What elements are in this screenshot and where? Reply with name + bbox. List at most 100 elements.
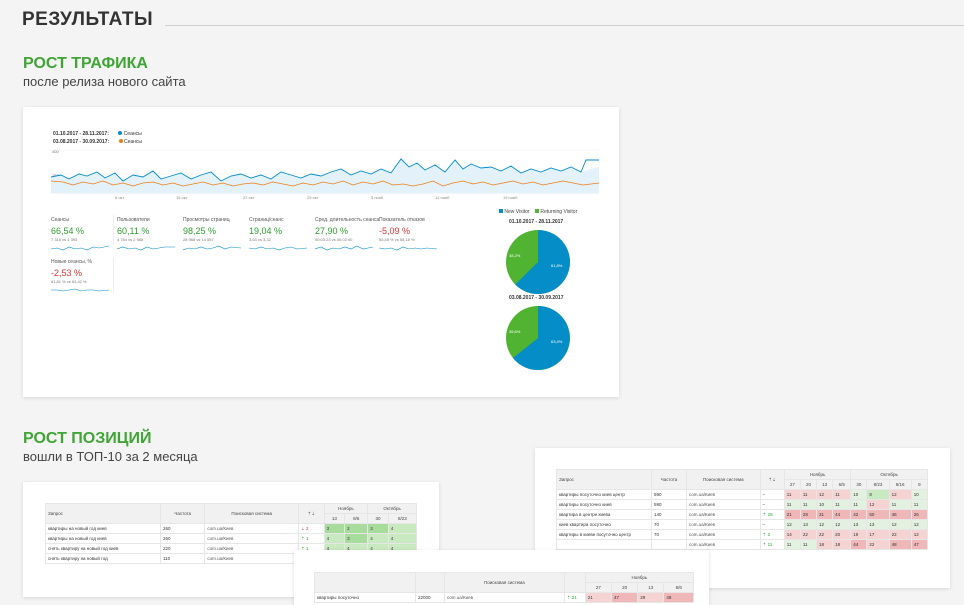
table-row[interactable]: com.ua/Киев ⇡ 11 11 11 18 18 44 22 48 47	[556, 539, 929, 550]
cell-pos: 12	[910, 529, 929, 540]
metric-sparkline	[249, 244, 307, 252]
col-day: 30	[850, 479, 868, 490]
series-label-a: Сеансы	[123, 131, 142, 137]
cell-pos: 13	[866, 519, 890, 530]
x-tick-label: 15 окт	[176, 195, 188, 200]
metric-label: Показатель отказов	[379, 217, 425, 223]
series-label-b: Сеансы	[123, 139, 142, 145]
col-freq[interactable]: Частота	[159, 503, 206, 524]
metric-users[interactable]: Пользователи 60,11 % 4 784 vs 2 988	[117, 217, 175, 252]
pie-b-title: 03.08.2017 - 30.09.2017	[509, 295, 564, 301]
col-system[interactable]: Поисковая система	[444, 572, 565, 593]
metric-sub: 61,81 % vs 63,42 %	[51, 279, 87, 284]
cell-pos: 12	[866, 499, 890, 510]
cell-delta: ⇡ 11	[759, 539, 785, 550]
cell-delta: ⇣ 2	[297, 523, 325, 534]
col-arrows[interactable]	[563, 572, 586, 593]
metric-label: Новые сеансы, %	[51, 259, 92, 265]
metric-sparkline	[117, 244, 175, 252]
cell-system: com.ua/Киев	[685, 519, 761, 530]
blue-dot-icon	[118, 131, 123, 135]
cell-query	[556, 539, 652, 550]
col-day: 27	[584, 582, 612, 593]
cell-pos: 4	[387, 533, 418, 544]
cell-pos: 10	[850, 489, 868, 500]
table-row[interactable]: квартиры посуточно киев центр 590 com.ua…	[556, 489, 929, 500]
metric-sessions[interactable]: Сеансы 66,54 % 7 316 vs 4 393	[51, 217, 109, 252]
cell-pos: 17	[866, 529, 890, 540]
cell-system: com.ua/Киев	[204, 553, 299, 564]
cell-query: снять квартиру на новый год	[45, 553, 161, 564]
cell-pos: 44	[850, 539, 868, 550]
cell-freq: 22000	[415, 592, 445, 603]
col-system[interactable]: Поисковая система	[204, 503, 299, 524]
table-row[interactable]: квартиры в киеве посуточно центр 70 com.…	[556, 529, 929, 540]
table-row[interactable]: квартиры посуточно киев 590 com.ua/Киев …	[556, 499, 929, 510]
cell-pos: 11	[850, 499, 868, 510]
table-row[interactable]: квартиры на новый год киев 260 com.ua/Ки…	[45, 533, 418, 544]
cell-pos: 18	[832, 539, 852, 550]
cell-pos: 4	[367, 533, 389, 544]
analytics-card: 01.10.2017 - 28.11.2017: Сеансы 03.08.20…	[23, 107, 619, 397]
col-freq[interactable]: Частота	[651, 469, 687, 490]
metric-new-sessions[interactable]: Новые сеансы, % -2,53 % 61,81 % vs 63,42…	[51, 259, 109, 294]
cell-pos: 50	[866, 509, 890, 520]
cell-pos: 11	[799, 539, 818, 550]
metric-pageviews[interactable]: Просмотры страниц 98,25 % 28 968 vs 14 5…	[183, 217, 241, 252]
metric-label: Сеансы	[51, 217, 70, 223]
pie-chart-b: 63,4% 36,6%	[506, 306, 570, 370]
cell-pos: 31	[816, 509, 834, 520]
col-system[interactable]: Поисковая система	[685, 469, 761, 490]
cell-pos: 46	[888, 509, 912, 520]
cell-pos: 11	[832, 499, 852, 510]
cell-pos: 13	[799, 519, 818, 530]
table-row[interactable]: квартира в центре киева 140 com.ua/Киев …	[556, 509, 929, 520]
metric-sub: 00:03:23 vs 00:02:40	[315, 237, 353, 242]
cell-pos: 3	[323, 523, 346, 534]
metric-avg-duration[interactable]: Сред. длительность сеанса 27,90 % 00:03:…	[315, 217, 379, 252]
table-row[interactable]: киев квартира посуточно 70 com.ua/Киев –…	[556, 519, 929, 530]
col-query[interactable]: Запрос	[556, 469, 652, 490]
cell-delta: –	[759, 499, 785, 510]
col-month-oct: Октябрь	[367, 503, 417, 514]
cell-pos: 11	[799, 489, 818, 500]
cell-system: com.ua/Киев	[685, 509, 761, 520]
cell-system: com.ua/Киев	[444, 592, 565, 603]
pie-chart-a: 61,8% 38,2%	[506, 230, 570, 294]
metric-sparkline	[315, 244, 373, 252]
metric-bounce-rate[interactable]: Показатель отказов -5,09 % 55,45 % vs 58…	[379, 217, 437, 252]
series-a-line	[51, 158, 599, 182]
metric-pages-per-session[interactable]: Страниц/сеанс 19,04 % 3,63 vs 3,32	[249, 217, 307, 252]
col-day: 13	[637, 582, 665, 593]
cell-pos: 8	[866, 489, 890, 500]
x-tick-label: 8 окт	[115, 195, 125, 200]
metric-value: 27,90 %	[315, 226, 349, 236]
cell-pos: 22	[866, 539, 890, 550]
col-freq[interactable]	[415, 572, 445, 593]
cell-freq: 140	[651, 509, 687, 520]
cell-query: квартиры на новый год киев	[45, 523, 161, 534]
table-row[interactable]: квартиры посуточно 22000 com.ua/Киев ⇡ 2…	[314, 592, 694, 603]
y-tick-label: 400	[52, 149, 59, 154]
cell-pos: 21	[584, 592, 612, 603]
cell-system: com.ua/Киев	[204, 543, 299, 554]
positions-section-title: РОСТ ПОЗИЦИЙ	[23, 430, 152, 447]
cell-pos: 19	[850, 529, 868, 540]
metric-label: Пользователи	[117, 217, 150, 223]
col-arrows[interactable]: ⇡⇣	[297, 503, 325, 524]
x-tick-label: 5 нояб	[371, 195, 384, 200]
table-row[interactable]: квартиры на новый год киев 260 com.ua/Ки…	[45, 523, 418, 534]
col-query[interactable]: Запрос	[45, 503, 161, 524]
metric-sub: 28 968 vs 14 557	[183, 237, 214, 242]
legend-range-a: 01.10.2017 - 28.11.2017: Сеансы	[53, 131, 142, 137]
cell-pos: 22	[816, 529, 834, 540]
legend-range-b: 03.08.2017 - 30.09.2017: Сеансы	[53, 139, 142, 145]
col-month-nov: Ноябрь	[584, 572, 695, 583]
cell-pos: 22	[888, 529, 912, 540]
col-day: 8/6	[663, 582, 694, 593]
blue-square-icon	[499, 209, 503, 213]
col-query[interactable]	[314, 572, 416, 593]
cell-pos: 12	[783, 519, 801, 530]
col-arrows[interactable]: ⇡⇣	[759, 469, 785, 490]
orange-dot-icon	[118, 139, 123, 143]
